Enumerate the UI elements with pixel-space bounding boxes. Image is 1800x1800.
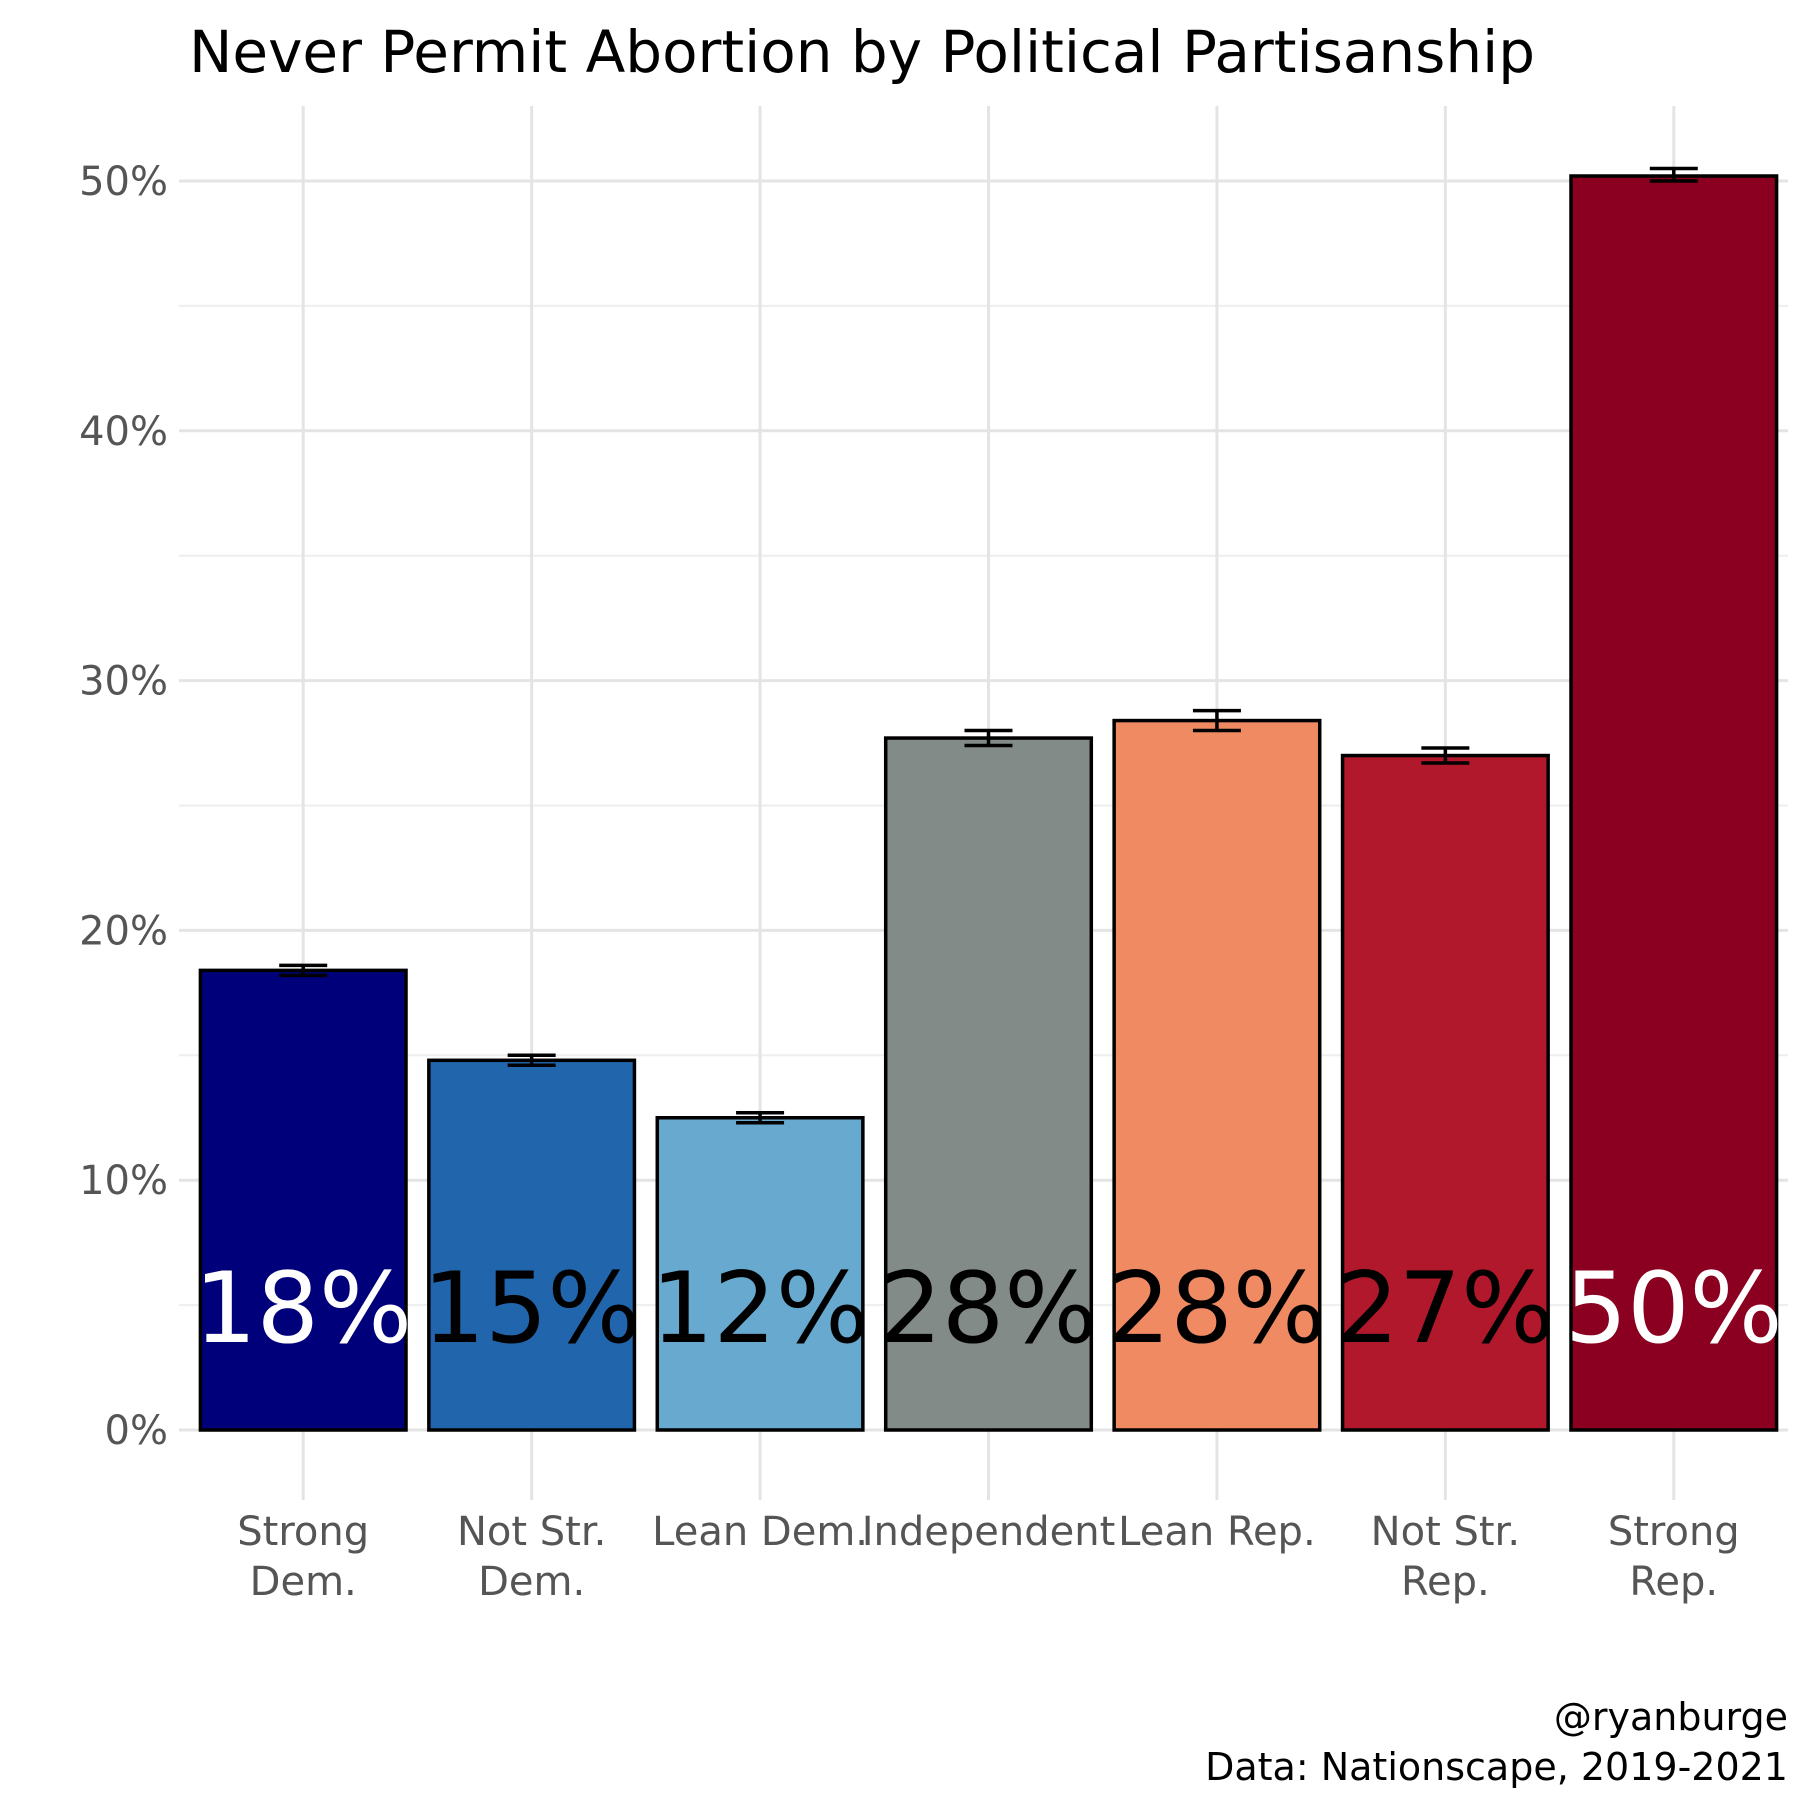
bar <box>1340 753 1550 1432</box>
x-category-label: Dem. <box>250 1559 357 1605</box>
error-bars <box>279 166 1698 1125</box>
x-category-label: Strong <box>237 1509 369 1555</box>
bar-value-label: 28% <box>880 1252 1098 1366</box>
bar-value-label: 12% <box>651 1252 869 1366</box>
x-category-label: Dem. <box>478 1559 585 1605</box>
bar <box>1569 174 1779 1432</box>
bar-value-label: 18% <box>194 1252 412 1366</box>
error-bar <box>507 1053 556 1068</box>
x-category-label: Lean Dem. <box>652 1509 868 1555</box>
y-tick-label: 50% <box>79 159 168 205</box>
caption-handle: @ryanburge <box>1554 1695 1788 1739</box>
x-category-label: Strong <box>1608 1509 1740 1555</box>
x-category-label: Not Str. <box>457 1509 606 1555</box>
bar <box>883 736 1094 1432</box>
y-tick-label: 10% <box>79 1158 168 1204</box>
caption-source: Data: Nationscape, 2019-2021 <box>1205 1745 1788 1789</box>
error-bar <box>1192 708 1241 733</box>
bar-value-label: 50% <box>1565 1252 1783 1366</box>
bar-value-labels: 18% 15% 12% 28% 28% 27% 50% <box>194 1252 1782 1366</box>
bar-value-label: 27% <box>1336 1252 1554 1366</box>
bars <box>198 174 1779 1432</box>
error-bar <box>1421 746 1470 765</box>
error-bar <box>964 728 1013 748</box>
error-bar <box>1649 166 1698 183</box>
y-tick-label: 30% <box>79 659 168 705</box>
y-axis-ticks: 0% 10% 20% 30% 40% 50% <box>79 159 168 1454</box>
x-category-label: Rep. <box>1401 1559 1490 1605</box>
y-tick-label: 0% <box>105 1408 168 1454</box>
bar <box>1112 718 1322 1432</box>
bar-value-label: 15% <box>423 1252 641 1366</box>
chart-title: Never Permit Abortion by Political Parti… <box>189 18 1535 86</box>
bar-value-label: 28% <box>1108 1252 1326 1366</box>
y-tick-label: 40% <box>79 409 168 455</box>
bar <box>427 1058 637 1432</box>
y-tick-label: 20% <box>79 908 168 954</box>
x-category-label: Rep. <box>1629 1559 1718 1605</box>
x-category-label: Not Str. <box>1371 1509 1520 1555</box>
x-category-label: Independent <box>862 1509 1116 1555</box>
error-bar <box>279 963 328 978</box>
x-category-label: Lean Rep. <box>1118 1509 1315 1555</box>
error-bar <box>736 1111 785 1125</box>
